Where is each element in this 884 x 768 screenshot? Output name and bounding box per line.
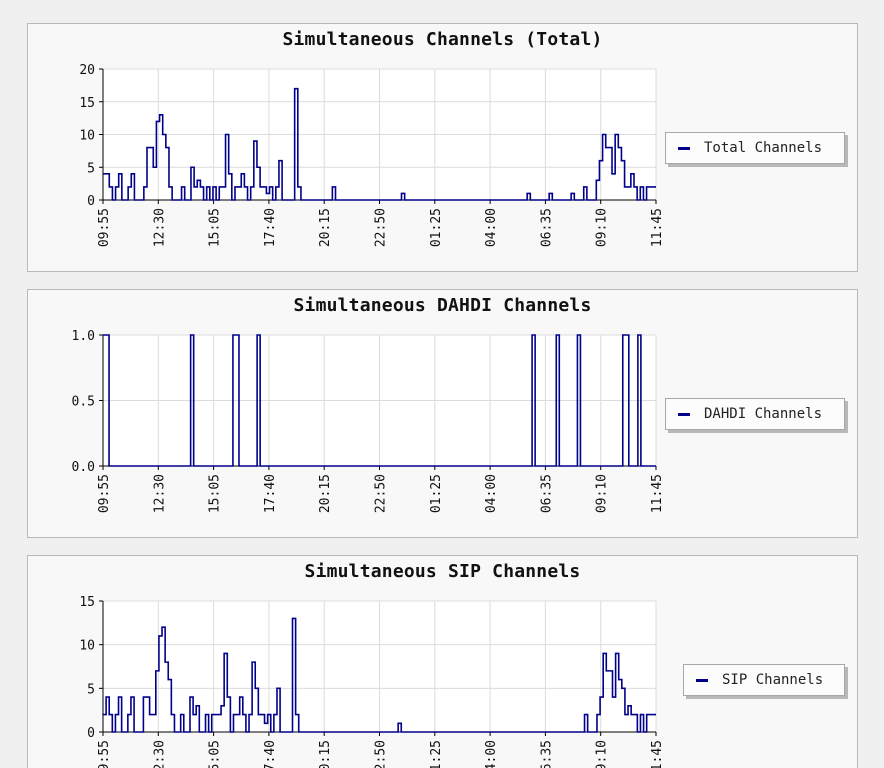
chart-title: Simultaneous SIP Channels [304, 561, 581, 582]
x-tick-label: 06:35 [539, 474, 554, 513]
x-tick-label: 15:05 [208, 208, 223, 247]
x-tick-label: 17:40 [263, 208, 278, 247]
legend-label: DAHDI Channels [704, 406, 823, 422]
sip-channels-chart: 09:55 12:30 15:05 17:40 20:15 22:50 01:25 04:00… [79, 595, 665, 768]
x-tick-label: 09:55 [97, 474, 112, 513]
y-tick-label: 0 [87, 726, 95, 741]
y-tick-label: 20 [79, 63, 95, 78]
x-tick-label: 11:45 [650, 474, 665, 513]
legend-label: SIP Channels [722, 672, 824, 688]
series-line [102, 617, 656, 733]
x-tick-label: 22:50 [374, 474, 389, 513]
chart-panel-dahdi: Simultaneous DAHDI Channels 09:55 12:30 15… [27, 289, 858, 538]
x-tick-label: 09:10 [595, 740, 610, 768]
x-tick-label: 12:30 [152, 740, 167, 768]
legend-dahdi-channels: DAHDI Channels [665, 398, 845, 430]
x-tick-label: 09:10 [595, 208, 610, 247]
legend-sip-channels: SIP Channels [683, 664, 845, 696]
chart-panel-total: Simultaneous Channels (Total) 09:55 12:30… [27, 23, 858, 272]
y-tick-label: 5 [87, 161, 95, 176]
x-tick-label: 22:50 [374, 740, 389, 768]
chart-panel-sip: Simultaneous SIP Channels 09:55 12:30 15:0… [27, 555, 858, 768]
x-tick-label: 09:10 [595, 474, 610, 513]
x-tick-label: 11:45 [650, 208, 665, 247]
chart-title: Simultaneous Channels (Total) [282, 29, 603, 50]
x-tick-label: 09:55 [97, 740, 112, 768]
legend-total-channels: Total Channels [665, 132, 845, 164]
x-tick-label: 15:05 [208, 740, 223, 768]
x-tick-label: 04:00 [484, 208, 499, 247]
x-tick-label: 06:35 [539, 740, 554, 768]
x-tick-label: 17:40 [263, 740, 278, 768]
y-tick-label: 0.5 [72, 395, 95, 410]
x-tick-label: 11:45 [650, 740, 665, 768]
x-tick-label: 12:30 [152, 208, 167, 247]
y-tick-label: 1.0 [72, 329, 95, 344]
legend-swatch [678, 412, 690, 416]
legend-swatch [696, 678, 708, 682]
x-tick-label: 20:15 [318, 208, 333, 247]
legend-swatch [678, 146, 690, 150]
total-channels-chart: 09:55 12:30 15:05 17:40 20:15 22:50 01:25 04:00… [79, 63, 665, 247]
x-tick-label: 01:25 [429, 474, 444, 513]
chart-title: Simultaneous DAHDI Channels [293, 295, 592, 316]
x-tick-label: 04:00 [484, 474, 499, 513]
y-tick-label: 15 [79, 595, 95, 610]
x-tick-label: 06:35 [539, 208, 554, 247]
x-tick-label: 20:15 [318, 740, 333, 768]
legend-label: Total Channels [704, 140, 823, 156]
x-tick-label: 04:00 [484, 740, 499, 768]
x-tick-label: 01:25 [429, 740, 444, 768]
x-tick-label: 17:40 [263, 474, 278, 513]
y-tick-label: 10 [79, 639, 95, 654]
dahdi-channels-chart: 09:55 12:30 15:05 17:40 20:15 22:50 01:25 04:00… [72, 329, 665, 513]
x-tick-label: 12:30 [152, 474, 167, 513]
y-tick-label: 10 [79, 129, 95, 144]
series-line [103, 334, 656, 467]
x-tick-label: 01:25 [429, 208, 444, 247]
y-tick-label: 15 [79, 96, 95, 111]
x-tick-label: 09:55 [97, 208, 112, 247]
y-tick-label: 5 [87, 682, 95, 697]
x-tick-label: 22:50 [374, 208, 389, 247]
x-tick-label: 15:05 [208, 474, 223, 513]
x-tick-label: 20:15 [318, 474, 333, 513]
y-tick-label: 0 [87, 194, 95, 209]
series-line [103, 87, 656, 201]
y-tick-label: 0.0 [72, 460, 95, 475]
